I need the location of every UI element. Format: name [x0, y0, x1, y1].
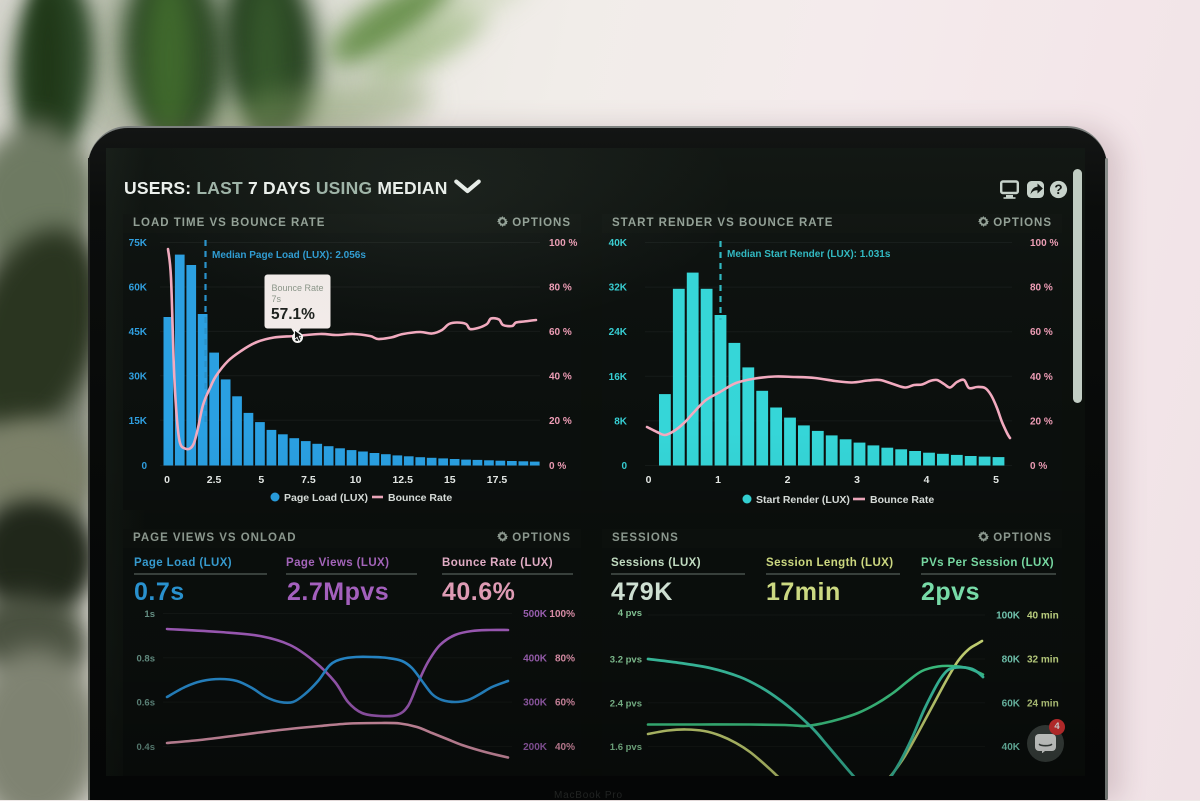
svg-text:60 %: 60 % [549, 327, 572, 338]
svg-text:20 %: 20 % [1030, 416, 1053, 427]
svg-text:40 min: 40 min [1027, 611, 1059, 622]
svg-text:0.8s: 0.8s [137, 653, 156, 664]
svg-text:0: 0 [621, 461, 627, 472]
svg-text:4 pvs: 4 pvs [618, 608, 642, 619]
svg-text:0: 0 [164, 474, 170, 486]
svg-text:400K: 400K [523, 653, 548, 664]
svg-text:100 %: 100 % [549, 238, 577, 249]
svg-text:0: 0 [646, 474, 652, 486]
svg-text:20 %: 20 % [549, 416, 572, 427]
svg-text:Bounce Rate: Bounce Rate [870, 494, 934, 506]
svg-text:Bounce Rate: Bounce Rate [388, 492, 452, 504]
svg-text:60 %: 60 % [1030, 327, 1053, 338]
svg-text:Bounce Rate: Bounce Rate [272, 283, 324, 293]
svg-text:2.4 pvs: 2.4 pvs [610, 698, 642, 709]
svg-text:45K: 45K [129, 327, 148, 338]
svg-text:2.5: 2.5 [207, 474, 222, 486]
svg-text:1: 1 [715, 474, 721, 486]
svg-text:32K: 32K [609, 283, 628, 294]
svg-text:5: 5 [993, 474, 999, 486]
svg-text:40K: 40K [1002, 742, 1021, 753]
svg-text:300K: 300K [523, 698, 548, 709]
svg-text:15K: 15K [129, 416, 148, 427]
svg-text:100K: 100K [996, 611, 1021, 622]
svg-text:60%: 60% [555, 698, 575, 709]
svg-text:75K: 75K [129, 238, 148, 249]
svg-text:0.6s: 0.6s [137, 698, 156, 709]
svg-text:32 min: 32 min [1027, 655, 1059, 666]
svg-text:3.2 pvs: 3.2 pvs [610, 655, 642, 666]
svg-text:0.4s: 0.4s [137, 742, 156, 753]
svg-text:4: 4 [924, 474, 930, 486]
svg-text:8K: 8K [614, 416, 628, 427]
svg-text:1s: 1s [144, 609, 155, 620]
svg-text:24 min: 24 min [1027, 698, 1059, 709]
svg-text:500K: 500K [523, 609, 548, 620]
svg-text:100 %: 100 % [1030, 238, 1058, 249]
svg-text:10: 10 [350, 474, 362, 486]
svg-text:24K: 24K [609, 327, 628, 338]
svg-text:3: 3 [854, 474, 860, 486]
svg-text:30K: 30K [129, 371, 148, 382]
svg-text:16K: 16K [609, 372, 628, 383]
svg-text:40 %: 40 % [549, 371, 572, 382]
svg-text:1.6 pvs: 1.6 pvs [610, 742, 642, 753]
svg-text:40 %: 40 % [1030, 372, 1053, 383]
svg-text:60K: 60K [129, 283, 148, 294]
svg-text:200K: 200K [523, 742, 548, 753]
svg-text:80 %: 80 % [1030, 283, 1053, 294]
svg-text:0: 0 [141, 461, 147, 472]
svg-text:60K: 60K [1002, 698, 1021, 709]
svg-text:15: 15 [444, 474, 456, 486]
svg-text:40%: 40% [555, 742, 575, 753]
svg-text:Median Start Render (LUX): 1.0: Median Start Render (LUX): 1.031s [727, 249, 891, 260]
svg-text:17.5: 17.5 [487, 474, 508, 486]
svg-text:0 %: 0 % [1030, 461, 1047, 472]
svg-text:Median Page Load (LUX): 2.056s: Median Page Load (LUX): 2.056s [212, 250, 366, 261]
svg-text:40K: 40K [609, 238, 628, 249]
svg-text:Start Render (LUX): Start Render (LUX) [756, 494, 850, 506]
svg-text:?: ? [1054, 182, 1062, 197]
svg-text:100%: 100% [549, 609, 575, 620]
svg-text:80 %: 80 % [549, 283, 572, 294]
svg-text:80%: 80% [555, 653, 575, 664]
svg-text:7s: 7s [272, 294, 282, 304]
svg-text:0 %: 0 % [549, 461, 566, 472]
svg-text:12.5: 12.5 [392, 474, 413, 486]
svg-text:2: 2 [785, 474, 791, 486]
svg-text:5: 5 [258, 474, 264, 486]
svg-text:57.1%: 57.1% [271, 306, 315, 323]
svg-text:Page Load (LUX): Page Load (LUX) [284, 492, 368, 504]
svg-text:7.5: 7.5 [301, 474, 316, 486]
svg-text:80K: 80K [1002, 655, 1021, 666]
